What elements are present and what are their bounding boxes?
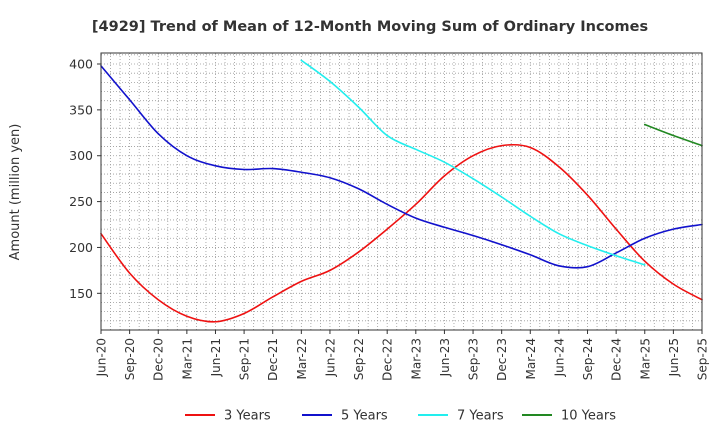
x-tick-label: Mar-23	[409, 338, 423, 379]
y-tick-label: 350	[69, 102, 93, 117]
y-axis: 150 200 250 300 350 400	[69, 57, 101, 301]
x-tick-label: Jun-22	[323, 338, 337, 377]
chart-title: [4929] Trend of Mean of 12-Month Moving …	[92, 19, 648, 35]
x-tick-label: Jun-24	[552, 338, 566, 377]
legend-label-3-years: 3 Years	[224, 409, 271, 424]
legend-label-7-years: 7 Years	[457, 409, 504, 424]
x-tick-label: Sep-20	[123, 338, 137, 380]
x-tick-label: Mar-21	[180, 338, 194, 379]
y-axis-label: Amount (million yen)	[8, 124, 23, 261]
x-tick-label: Mar-25	[638, 338, 652, 379]
x-tick-label: Dec-22	[381, 338, 395, 381]
x-tick-label: Sep-22	[352, 338, 366, 380]
x-tick-label: Dec-23	[495, 338, 509, 381]
x-tick-label: Mar-24	[524, 338, 538, 379]
y-tick-label: 300	[69, 148, 93, 163]
series-line-3-years	[100, 143, 703, 323]
series-line-7-years	[300, 59, 646, 266]
y-tick-label: 200	[69, 240, 93, 255]
legend-label-5-years: 5 Years	[341, 409, 388, 424]
plot-lines	[100, 59, 703, 323]
plot-frame	[100, 52, 703, 331]
x-tick-label: Jun-21	[209, 338, 223, 377]
y-tick-label: 150	[69, 286, 93, 301]
x-axis: Jun-20 Sep-20 Dec-20 Mar-21 Jun-21 Sep-21 Dec-…	[95, 330, 710, 381]
x-tick-label: Jun-23	[438, 338, 452, 377]
x-tick-label: Sep-24	[581, 338, 595, 380]
legend-label-10-years: 10 Years	[561, 409, 616, 424]
series-line-10-years	[643, 123, 703, 147]
grid	[101, 53, 702, 330]
x-tick-label: Sep-21	[238, 338, 252, 380]
x-tick-label: Mar-22	[295, 338, 309, 379]
y-tick-label: 250	[69, 194, 93, 209]
x-tick-label: Dec-20	[152, 338, 166, 381]
x-tick-label: Dec-24	[610, 338, 624, 381]
series-line-5-years	[100, 65, 703, 269]
y-tick-label: 400	[69, 57, 93, 72]
legend: 3 Years 5 Years 7 Years 10 Years	[185, 409, 616, 424]
x-tick-label: Sep-23	[467, 338, 481, 380]
x-tick-label: Jun-20	[95, 338, 109, 377]
x-tick-label: Jun-25	[667, 338, 681, 377]
x-tick-label: Dec-21	[266, 338, 280, 381]
x-tick-label: Sep-25	[696, 338, 710, 380]
